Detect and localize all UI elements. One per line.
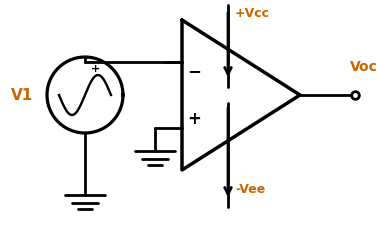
Text: −: − — [187, 62, 201, 80]
Text: +Vcc: +Vcc — [235, 7, 270, 20]
Text: Vocm: Vocm — [350, 60, 378, 74]
Text: -Vee: -Vee — [235, 183, 265, 196]
Text: +: + — [187, 110, 201, 128]
Text: V1: V1 — [11, 88, 33, 103]
Text: +: + — [90, 64, 100, 74]
